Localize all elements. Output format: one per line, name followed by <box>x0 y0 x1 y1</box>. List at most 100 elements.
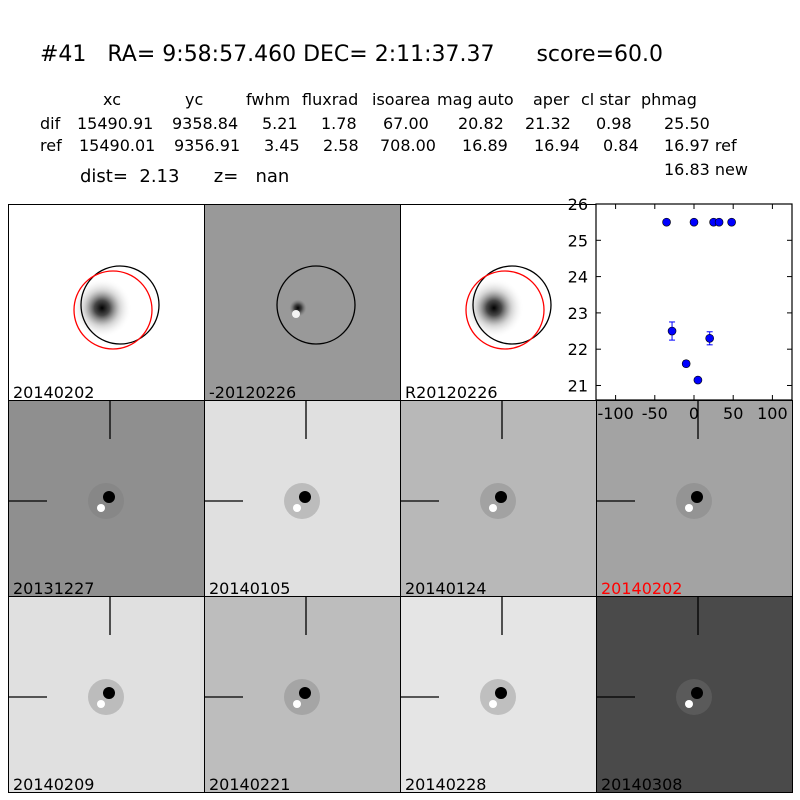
col-fluxrad: fluxrad <box>302 90 359 109</box>
plot-frame <box>595 203 793 401</box>
residual-bright <box>685 700 693 708</box>
stamp-label: 20140308 <box>601 775 683 793</box>
col-cl-star: cl star <box>581 90 631 109</box>
stamp-panel: 20140105 <box>204 400 401 597</box>
cell: 5.21 <box>262 114 298 133</box>
x-tick-label: 50 <box>723 404 743 423</box>
residual-bright <box>489 504 497 512</box>
stamp-image <box>401 401 516 519</box>
data-point <box>681 359 691 369</box>
residual-dark <box>691 491 703 503</box>
stamp-image <box>205 597 320 715</box>
data-point <box>714 217 724 227</box>
col-aper: aper <box>533 90 570 109</box>
residual-bright <box>489 700 497 708</box>
residual-dark <box>103 491 115 503</box>
light-curve-panel: 21 22 23 24 25 26 -100 -50 0 50 100 <box>568 195 793 423</box>
stamp-panel: 20140308 <box>596 596 793 793</box>
light-curve-chart: 21 22 23 24 25 26 -100 -50 0 50 100 <box>568 195 793 423</box>
aperture-circle <box>80 265 160 345</box>
residual-bright <box>293 504 301 512</box>
cell: 0.84 <box>603 136 639 155</box>
cell: 21.32 <box>525 114 571 133</box>
data-point <box>689 217 699 227</box>
source-blob <box>284 294 312 322</box>
cell: 16.89 <box>462 136 508 155</box>
cell: 708.00 <box>380 136 436 155</box>
stamp-panel: 20140221 <box>204 596 401 793</box>
stamp-image <box>205 401 320 519</box>
stamp-label: 20131227 <box>13 579 95 597</box>
stamp-image <box>9 597 124 715</box>
stamp-image <box>9 401 124 519</box>
row-name: ref <box>40 136 62 155</box>
data-point <box>693 375 703 385</box>
y-tick-label: 22 <box>568 340 588 359</box>
residual-bright <box>685 504 693 512</box>
row-name: dif <box>40 114 61 133</box>
stamp-panel: 20140124 <box>400 400 597 597</box>
dist-readout: dist= 2.13 z= nan <box>80 166 290 187</box>
x-tick-label: -100 <box>597 404 633 423</box>
residual-dark <box>299 491 311 503</box>
aperture-circle <box>472 265 552 345</box>
stamp-image <box>401 597 516 715</box>
residual-dark <box>103 687 115 699</box>
cell: 9358.84 <box>172 114 239 133</box>
residual-dark <box>299 687 311 699</box>
stamp-image <box>464 265 552 350</box>
cell: 9356.91 <box>174 136 241 155</box>
x-tick-label: 100 <box>757 404 788 423</box>
residual-bright <box>292 310 300 318</box>
cell: 67.00 <box>383 114 429 133</box>
col-isoarea: isoarea <box>372 90 431 109</box>
col-mag-auto: mag auto <box>437 90 514 109</box>
stamp-label: 20140105 <box>209 579 291 597</box>
residual-bright <box>97 700 105 708</box>
residual-bright <box>97 504 105 512</box>
y-tick-label: 25 <box>568 231 588 250</box>
stamp-panel: 20140202 <box>8 204 205 401</box>
data-point <box>705 333 714 343</box>
residual-bright <box>293 700 301 708</box>
x-tick-label: -50 <box>642 404 668 423</box>
x-tick-label: 0 <box>689 404 699 423</box>
page-title: #41 RA= 9:58:57.460 DEC= 2:11:37.37 scor… <box>40 42 663 67</box>
stamp-image <box>72 265 160 350</box>
cell: 20.82 <box>458 114 504 133</box>
stamp-panel: R20120226 <box>400 204 597 401</box>
y-tick-label: 26 <box>568 195 588 214</box>
stamp-label: 20140202 <box>13 383 95 401</box>
stamp-panel: 20131227 <box>8 400 205 597</box>
stamp-label: 20140228 <box>405 775 487 793</box>
stamp-label: 20140124 <box>405 579 487 597</box>
residual-dark <box>691 687 703 699</box>
col-xc: xc <box>103 90 121 109</box>
source-blob <box>72 278 132 338</box>
stamp-label: 20140209 <box>13 775 95 793</box>
stamp-panel: 20140228 <box>400 596 597 793</box>
y-tick-label: 24 <box>568 268 588 287</box>
y-tick-label: 23 <box>568 304 588 323</box>
stamp-label: 20140221 <box>209 775 291 793</box>
cell: 3.45 <box>264 136 300 155</box>
y-tick-label: 21 <box>568 376 588 395</box>
residual-dark <box>495 491 507 503</box>
new-phmag: 16.83 new <box>664 160 748 179</box>
stamp-image <box>276 265 356 345</box>
cell: 2.58 <box>323 136 359 155</box>
source-blob <box>464 278 524 338</box>
col-fwhm: fwhm <box>246 90 291 109</box>
data-point <box>727 217 736 227</box>
stamp-image <box>597 401 712 519</box>
col-phmag: phmag <box>641 90 697 109</box>
cell: 15490.01 <box>79 136 156 155</box>
aperture-circle <box>276 265 356 345</box>
data-point <box>667 326 677 336</box>
cell: 15490.91 <box>77 114 154 133</box>
stamp-label: -20120226 <box>209 383 297 401</box>
cell: 1.78 <box>321 114 357 133</box>
reference-circle <box>73 270 153 350</box>
data-point <box>662 217 671 227</box>
stamp-panel: 20140209 <box>8 596 205 793</box>
